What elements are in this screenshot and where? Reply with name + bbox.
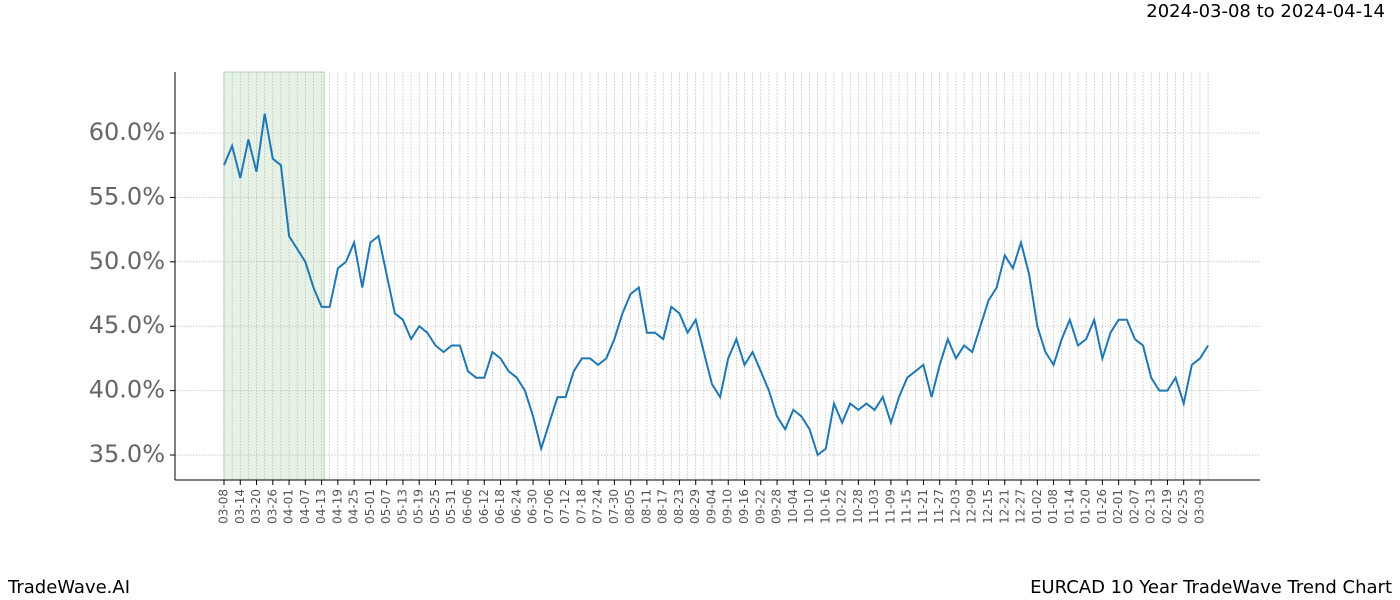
footer-right: EURCAD 10 Year TradeWave Trend Chart xyxy=(1030,577,1392,598)
x-tick-label: 03-08 xyxy=(217,489,231,524)
x-tick-label: 06-30 xyxy=(526,489,540,524)
x-tick-label: 12-03 xyxy=(948,489,962,524)
x-tick-label: 01-02 xyxy=(1030,489,1044,524)
x-tick-label: 12-27 xyxy=(1014,489,1028,524)
x-tick-label: 04-01 xyxy=(282,489,296,524)
x-tick-label: 11-21 xyxy=(916,489,930,524)
x-tick-label: 06-12 xyxy=(477,489,491,524)
x-tick-label: 04-19 xyxy=(330,489,344,524)
x-tick-label: 09-04 xyxy=(704,489,718,524)
x-tick-label: 11-03 xyxy=(867,489,881,524)
x-tick-label: 12-21 xyxy=(997,489,1011,524)
x-tick-label: 10-16 xyxy=(818,489,832,524)
x-tick-label: 05-31 xyxy=(444,489,458,524)
x-tick-label: 09-16 xyxy=(737,489,751,524)
x-tick-label: 07-06 xyxy=(542,489,556,524)
y-tick-label: 45.0% xyxy=(89,311,165,339)
x-tick-label: 08-23 xyxy=(672,489,686,524)
y-tick-label: 35.0% xyxy=(89,440,165,468)
x-tick-label: 07-18 xyxy=(574,489,588,524)
x-tick-label: 06-18 xyxy=(493,489,507,524)
chart-title: 2024-03-08 to 2024-04-14 xyxy=(1146,1,1385,22)
x-tick-label: 02-19 xyxy=(1160,489,1174,524)
x-tick-label: 05-01 xyxy=(363,489,377,524)
x-tick-label: 02-01 xyxy=(1111,489,1125,524)
x-tick-label: 12-15 xyxy=(981,489,995,524)
x-tick-label: 11-09 xyxy=(883,489,897,524)
x-tick-label: 05-07 xyxy=(379,489,393,524)
y-tick-label: 55.0% xyxy=(89,182,165,210)
x-tick-label: 07-30 xyxy=(607,489,621,524)
x-tick-label: 10-04 xyxy=(786,489,800,524)
x-tick-label: 04-13 xyxy=(314,489,328,524)
x-tick-label: 09-10 xyxy=(721,489,735,524)
x-tick-label: 08-29 xyxy=(688,489,702,524)
y-tick-label: 60.0% xyxy=(89,118,165,146)
x-tick-label: 08-17 xyxy=(656,489,670,524)
x-tick-label: 08-05 xyxy=(623,489,637,524)
x-tick-label: 02-13 xyxy=(1144,489,1158,524)
x-tick-label: 05-13 xyxy=(395,489,409,524)
x-tick-label: 01-26 xyxy=(1095,489,1109,524)
x-tick-label: 01-08 xyxy=(1046,489,1060,524)
x-tick-label: 05-25 xyxy=(428,489,442,524)
x-tick-label: 01-20 xyxy=(1079,489,1093,524)
trend-line xyxy=(223,113,1209,457)
x-tick-label: 03-14 xyxy=(233,489,247,524)
footer-left: TradeWave.AI xyxy=(7,577,130,598)
x-tick-label: 10-22 xyxy=(835,489,849,524)
x-tick-label: 04-07 xyxy=(298,489,312,524)
x-tick-label: 08-11 xyxy=(639,489,653,524)
x-tick-label: 09-22 xyxy=(753,489,767,524)
x-tick-label: 03-20 xyxy=(249,489,263,524)
x-tick-label: 10-10 xyxy=(802,489,816,524)
x-tick-label: 05-19 xyxy=(412,489,426,524)
x-tick-label: 11-15 xyxy=(900,489,914,524)
x-tick-label: 12-09 xyxy=(965,489,979,524)
x-tick-label: 11-27 xyxy=(932,489,946,524)
y-tick-label: 50.0% xyxy=(89,247,165,275)
x-tick-label: 01-14 xyxy=(1062,489,1076,524)
x-tick-label: 07-12 xyxy=(558,489,572,524)
x-tick-label: 10-28 xyxy=(851,489,865,524)
x-tick-label: 03-03 xyxy=(1192,489,1206,524)
x-tick-label: 02-07 xyxy=(1127,489,1141,524)
highlight-region xyxy=(223,71,325,481)
x-tick-label: 04-25 xyxy=(347,489,361,524)
y-tick-label: 40.0% xyxy=(89,376,165,404)
x-tick-label: 06-24 xyxy=(509,489,523,524)
x-tick-label: 09-28 xyxy=(770,489,784,524)
x-tick-label: 07-24 xyxy=(591,489,605,524)
x-tick-label: 06-06 xyxy=(460,489,474,524)
x-tick-label: 03-26 xyxy=(265,489,279,524)
x-tick-label: 02-25 xyxy=(1176,489,1190,524)
